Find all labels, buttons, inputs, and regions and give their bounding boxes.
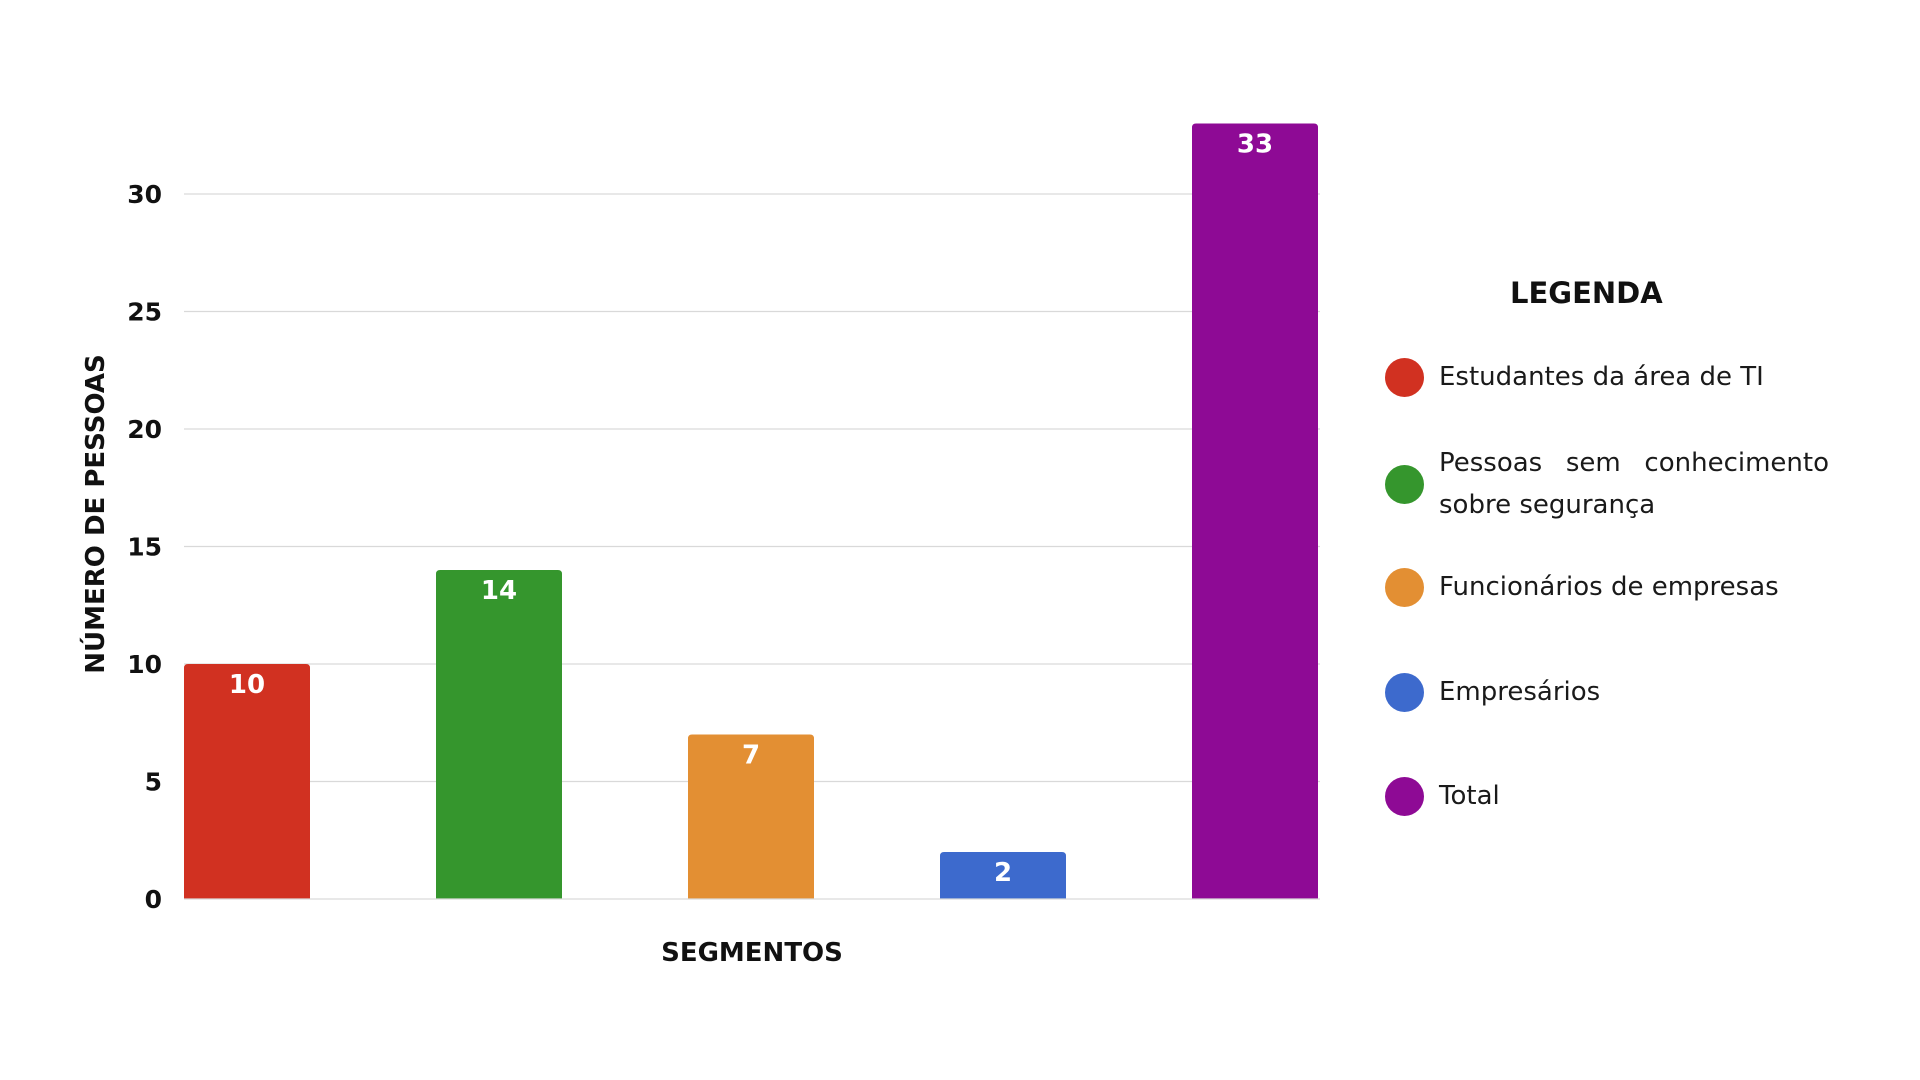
- legend-item: Funcionários de empresas: [1385, 566, 1835, 608]
- legend-item: Pessoas sem conhecimento sobre segurança: [1385, 442, 1835, 526]
- y-tick-label: 20: [127, 415, 162, 444]
- legend-label: Pessoas sem conhecimento sobre segurança: [1439, 448, 1829, 520]
- y-tick-label: 5: [145, 768, 162, 797]
- legend-item: Total: [1385, 775, 1835, 817]
- legend-item: Empresários: [1385, 671, 1835, 713]
- bar: [436, 570, 562, 899]
- legend-swatch: [1385, 567, 1424, 607]
- bar: [940, 852, 1066, 899]
- gridlines: [184, 193, 1320, 783]
- y-tick-label: 15: [127, 533, 162, 562]
- legend-label: Estudantes da área de TI: [1439, 362, 1764, 392]
- y-axis-title: NÚMERO DE PESSOAS: [79, 354, 111, 673]
- y-tick-label: 25: [127, 298, 162, 327]
- legend-swatch: [1385, 776, 1424, 816]
- legend-title: LEGENDA: [1510, 276, 1663, 310]
- y-axis-ticks: 0 5 10 15 20 25 30: [127, 180, 162, 914]
- bar-value-label: 7: [742, 741, 760, 771]
- bar-value-label: 2: [994, 858, 1012, 888]
- x-axis-title: SEGMENTOS: [661, 938, 843, 968]
- bar: [688, 734, 814, 899]
- legend-label: Funcionários de empresas: [1439, 572, 1779, 602]
- bar: [184, 664, 310, 899]
- bar-value-label: 33: [1237, 130, 1273, 160]
- bar-value-label: 10: [229, 670, 265, 700]
- bar-value-label: 14: [481, 576, 517, 606]
- legend-swatch: [1385, 357, 1424, 397]
- y-tick-label: 30: [127, 180, 162, 209]
- legend-swatch: [1385, 672, 1424, 712]
- legend-swatch: [1385, 464, 1424, 504]
- y-tick-label: 10: [127, 650, 162, 679]
- y-tick-label: 0: [145, 885, 162, 914]
- legend-label: Empresários: [1439, 677, 1601, 707]
- bars: 10 14 7 2 33: [184, 123, 1318, 899]
- legend-label: Total: [1439, 781, 1500, 811]
- legend-item: Estudantes da área de TI: [1385, 356, 1835, 398]
- bar: [1192, 123, 1318, 899]
